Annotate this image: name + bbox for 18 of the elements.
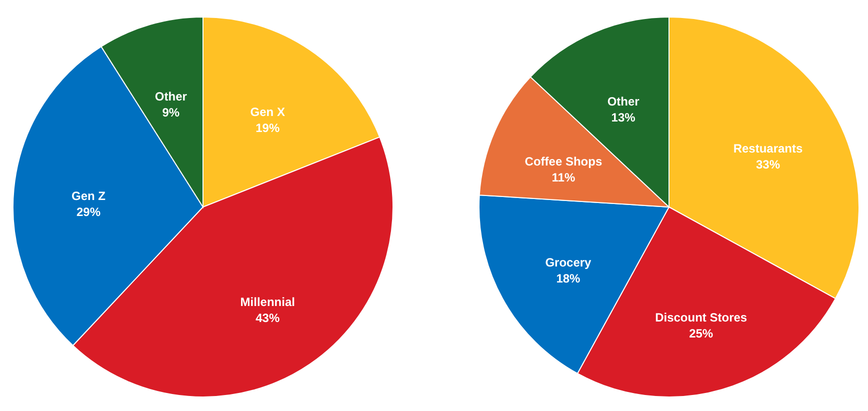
data-label: 11%	[552, 170, 576, 184]
data-label: 19%	[256, 120, 280, 135]
data-label: 18%	[556, 271, 581, 286]
slice-label: Gen X	[250, 104, 285, 119]
slice-label: Millennial	[240, 295, 295, 310]
data-label: 33%	[756, 157, 780, 172]
data-label: 9%	[162, 106, 180, 120]
slice-label: Grocery	[545, 255, 592, 270]
slice-label: Restuarants	[733, 141, 803, 156]
data-label: 13%	[611, 110, 636, 124]
slice-label: Gen Z	[72, 189, 106, 204]
data-label: 29%	[76, 205, 101, 220]
data-label: 43%	[256, 311, 280, 326]
slice-label: Coffee Shops	[524, 154, 602, 168]
slice-label: Other	[607, 94, 640, 108]
data-label: 25%	[689, 326, 714, 340]
slice-label: Other	[154, 90, 188, 104]
slice-label: Discount Stores	[655, 310, 748, 324]
